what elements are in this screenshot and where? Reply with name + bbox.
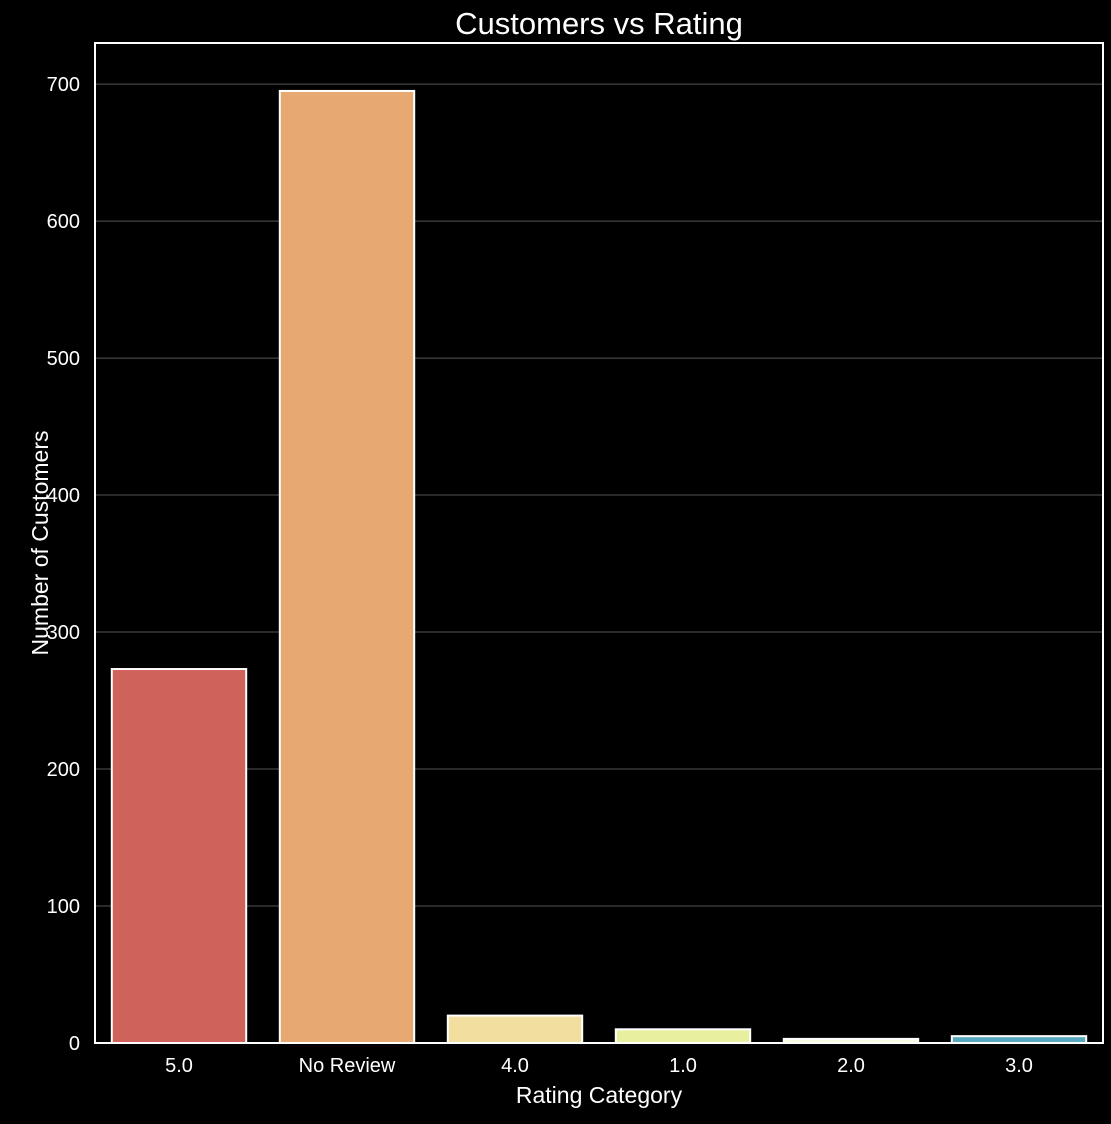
y-tick-label: 500 bbox=[47, 348, 80, 370]
y-tick-label: 600 bbox=[47, 211, 80, 233]
x-tick-label: 5.0 bbox=[165, 1055, 193, 1077]
x-tick-label: 2.0 bbox=[837, 1055, 865, 1077]
y-axis-label: Number of Customers bbox=[27, 431, 53, 656]
plot-frame bbox=[94, 42, 1104, 1044]
y-tick-label: 200 bbox=[47, 759, 80, 781]
bar bbox=[614, 1028, 752, 1045]
chart-title: Customers vs Rating bbox=[455, 6, 743, 41]
y-tick-labels: 0 100 200 300 400 500 600 700 bbox=[47, 74, 80, 1055]
y-tick-label: 400 bbox=[47, 485, 80, 507]
y-tick-label: 100 bbox=[47, 896, 80, 918]
x-tick-label: No Review bbox=[299, 1055, 396, 1077]
grid-lines bbox=[95, 83, 1103, 907]
y-tick-label: 700 bbox=[47, 74, 80, 96]
bar bbox=[110, 668, 248, 1044]
bar bbox=[446, 1014, 584, 1044]
x-tick-label: 4.0 bbox=[501, 1055, 529, 1077]
x-tick-label: 1.0 bbox=[669, 1055, 697, 1077]
y-tick-label: 0 bbox=[69, 1033, 80, 1055]
x-tick-label: 3.0 bbox=[1005, 1055, 1033, 1077]
x-tick-labels: 5.0 No Review 4.0 1.0 2.0 3.0 bbox=[165, 1055, 1033, 1077]
bar bbox=[950, 1035, 1088, 1044]
bar bbox=[278, 89, 416, 1045]
y-tick-label: 300 bbox=[47, 622, 80, 644]
x-axis-label: Rating Category bbox=[516, 1082, 683, 1108]
